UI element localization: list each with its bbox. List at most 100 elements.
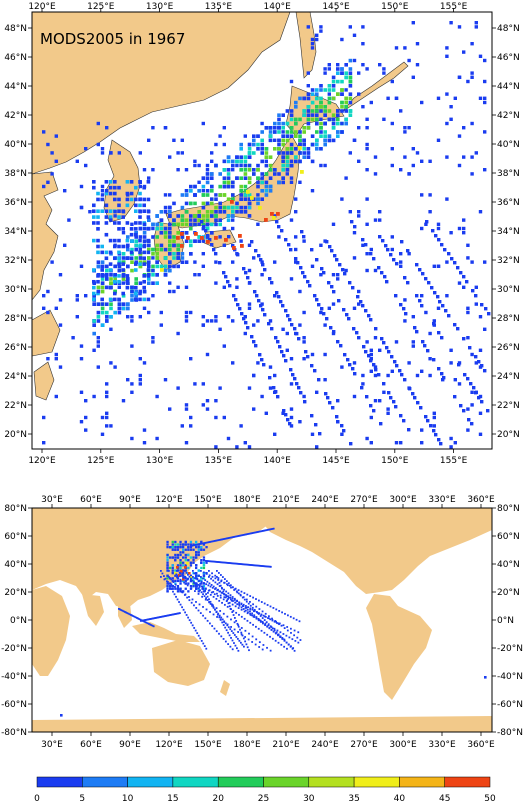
observation-cell (147, 138, 151, 142)
observation-cell (270, 212, 274, 216)
observation-cell (332, 330, 336, 334)
observation-cell (239, 205, 243, 210)
observation-cell (184, 566, 187, 569)
observation-cell (319, 109, 323, 113)
observation-cell (130, 315, 134, 319)
observation-cell (126, 378, 130, 382)
observation-cell (360, 386, 364, 390)
observation-cell (232, 294, 236, 298)
observation-cell (266, 625, 269, 628)
observation-cell (187, 559, 190, 562)
observation-cell (121, 294, 126, 298)
observation-cell (323, 113, 327, 117)
observation-cell (172, 239, 176, 243)
observation-cell (478, 432, 483, 436)
observation-cell (483, 100, 487, 105)
observation-cell (445, 92, 449, 96)
observation-cell (218, 222, 222, 227)
observation-cell (142, 222, 147, 226)
observation-cell (315, 445, 319, 449)
observation-cell (243, 197, 248, 201)
observation-cell (260, 530, 263, 533)
observation-cell (219, 590, 222, 593)
observation-cell (231, 319, 235, 323)
observation-cell (109, 306, 113, 311)
observation-cell (223, 538, 226, 540)
observation-cell (277, 295, 281, 299)
observation-cell (369, 318, 373, 322)
observation-cell (260, 151, 264, 155)
observation-cell (252, 323, 256, 327)
x-tick-label-top: 360°E (467, 495, 495, 505)
observation-cell (138, 373, 142, 378)
observation-cell (126, 264, 130, 269)
observation-cell (462, 155, 466, 159)
observation-cell (224, 622, 227, 625)
observation-cell (262, 530, 264, 532)
observation-cell (195, 607, 198, 609)
observation-cell (242, 317, 246, 321)
observation-cell (254, 643, 257, 646)
observation-cell (237, 649, 240, 652)
observation-cell (125, 197, 130, 202)
observation-cell (184, 189, 189, 193)
observation-cell (393, 360, 397, 364)
observation-cell (218, 581, 221, 584)
observation-cell (195, 601, 197, 603)
y-tick-label-left: -40°N (1, 672, 27, 682)
observation-cell (229, 645, 232, 648)
observation-cell (200, 640, 203, 642)
observation-cell (222, 180, 227, 185)
observation-cell (327, 117, 332, 122)
observation-cell (163, 226, 168, 231)
observation-cell (357, 336, 361, 340)
observation-cell (398, 369, 402, 373)
observation-cell (205, 597, 207, 599)
observation-cell (134, 197, 138, 202)
observation-cell (219, 596, 222, 599)
observation-cell (184, 285, 189, 289)
observation-cell (483, 96, 487, 100)
observation-cell (419, 406, 423, 410)
colorbar-segment (353, 776, 400, 788)
observation-cell (306, 126, 311, 130)
observation-cell (125, 285, 130, 290)
observation-cell (367, 314, 371, 318)
observation-cell (252, 407, 256, 411)
observation-cell (209, 560, 212, 563)
observation-cell (402, 307, 406, 311)
observation-cell (220, 635, 223, 638)
observation-cell (96, 310, 101, 315)
observation-cell (389, 396, 393, 400)
observation-cell (342, 308, 346, 312)
observation-cell (241, 534, 244, 537)
y-tick-label-left: 40°N (4, 140, 27, 150)
observation-cell (207, 584, 210, 587)
observation-cell (449, 361, 453, 365)
observation-cell (117, 310, 122, 315)
observation-cell (217, 577, 220, 579)
observation-cell (92, 319, 96, 323)
colorbar-segment (172, 776, 219, 788)
observation-cell (294, 247, 298, 252)
observation-cell (445, 121, 449, 126)
observation-cell (109, 361, 113, 365)
observation-cell (287, 243, 291, 247)
observation-cell (324, 392, 328, 396)
observation-cell (117, 256, 121, 261)
observation-cell (220, 616, 223, 619)
observation-cell (240, 608, 243, 611)
observation-cell (477, 360, 481, 364)
observation-cell (184, 403, 189, 407)
observation-cell (223, 596, 226, 599)
observation-cell (245, 563, 248, 566)
observation-cell (182, 578, 185, 581)
observation-cell (192, 559, 195, 562)
observation-cell (197, 569, 200, 572)
observation-cell (247, 201, 252, 206)
y-tick-label-right: -60°N (497, 700, 523, 710)
observation-cell (474, 391, 478, 395)
observation-cell (230, 636, 232, 639)
observation-cell (75, 159, 79, 163)
observation-cell (340, 92, 344, 96)
